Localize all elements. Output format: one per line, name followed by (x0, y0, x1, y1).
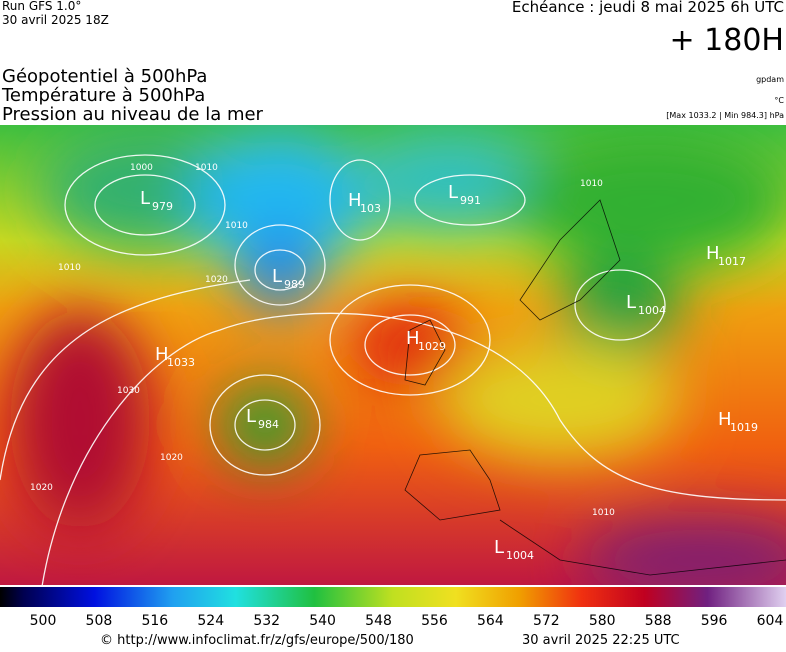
field-label: Géopotentiel à 500hPa (2, 66, 207, 87)
center-value: 984 (258, 418, 279, 431)
isobar-label: 1010 (195, 163, 218, 173)
colorbar-tick-label: 500 (30, 613, 57, 629)
isobar-label: 1010 (592, 508, 615, 518)
generated-time: 30 avril 2025 22:25 UTC (522, 633, 680, 648)
isobar-label: 1020 (30, 483, 53, 493)
center-letter: H (718, 409, 732, 430)
center-letter: L (140, 188, 150, 209)
valid-time: Echéance : jeudi 8 mai 2025 6h UTC (512, 0, 784, 16)
center-letter: L (626, 292, 636, 313)
isobar-label: 1030 (117, 386, 140, 396)
colorbar-tick-label: 532 (253, 613, 280, 629)
field-label: Température à 500hPa (1, 85, 205, 106)
center-value: 1029 (418, 340, 446, 353)
colorbar (0, 587, 786, 607)
unit-label: gpdam (756, 75, 784, 84)
isobar-label: 1020 (205, 275, 228, 285)
center-value: 1019 (730, 421, 758, 434)
center-value: 989 (284, 278, 305, 291)
isobar-label: 1010 (58, 263, 81, 273)
isobar-label: 1000 (130, 163, 153, 173)
colorbar-tick-label: 508 (86, 613, 113, 629)
colorbar-tick-label: 540 (309, 613, 336, 629)
center-value: 103 (360, 202, 381, 215)
center-letter: L (448, 182, 458, 203)
colorbar-tick-label: 572 (533, 613, 560, 629)
center-letter: L (272, 266, 282, 287)
center-letter: L (246, 406, 256, 427)
unit-label: °C (774, 96, 784, 105)
colorbar-tick-label: 596 (701, 613, 728, 629)
colorbar-tick-label: 604 (757, 613, 784, 629)
colorbar-tick-label: 548 (365, 613, 392, 629)
colorbar-tick-label: 524 (197, 613, 224, 629)
center-value: 1017 (718, 255, 746, 268)
center-letter: H (155, 344, 169, 365)
colorbar-tick-label: 556 (421, 613, 448, 629)
isobar-label: 1010 (225, 221, 248, 231)
run-label: Run GFS 1.0° (2, 0, 81, 13)
center-value: 1033 (167, 356, 195, 369)
lead-time: + 180H (670, 23, 785, 58)
colorbar-tick-label: 588 (645, 613, 672, 629)
center-value: 979 (152, 200, 173, 213)
run-date: 30 avril 2025 18Z (2, 13, 109, 27)
center-value: 1004 (506, 549, 534, 562)
center-letter: H (406, 328, 420, 349)
unit-label: [Max 1033.2 | Min 984.3] hPa (666, 111, 784, 120)
colorbar-tick-label: 580 (589, 613, 616, 629)
center-letter: H (348, 190, 362, 211)
source-url: © http://www.infoclimat.fr/z/gfs/europe/… (100, 633, 414, 648)
field-label: Pression au niveau de la mer (2, 104, 264, 125)
colorbar-tick-label: 564 (477, 613, 504, 629)
isobar-label: 1020 (160, 453, 183, 463)
isobar-label: 1010 (580, 179, 603, 189)
center-letter: L (494, 537, 504, 558)
colorbar-tick-label: 516 (141, 613, 168, 629)
center-letter: H (706, 243, 720, 264)
center-value: 1004 (638, 304, 666, 317)
center-value: 991 (460, 194, 481, 207)
